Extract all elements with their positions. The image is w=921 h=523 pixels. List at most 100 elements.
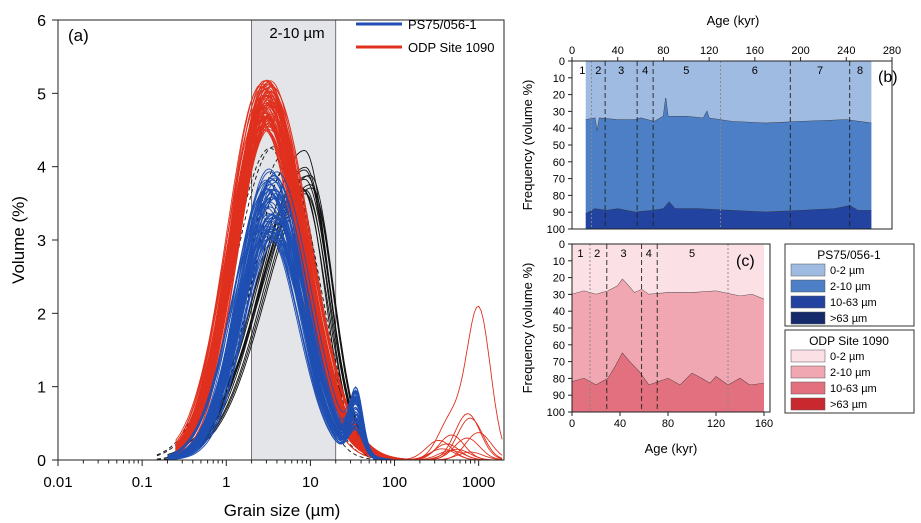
y-tick-label: 20	[553, 90, 565, 102]
ps75-curve	[167, 189, 391, 461]
y-tick-label: 70	[553, 357, 565, 369]
panel-c-xlabel: Age (kyr)	[645, 441, 698, 456]
stage-number: 3	[621, 248, 627, 260]
legend-odp-swatch	[790, 397, 826, 411]
ps75-curve	[167, 193, 391, 461]
legend-odp-label: >63 µm	[830, 399, 867, 411]
legend-label-odp: ODP Site 1090	[408, 40, 494, 55]
y-tick-label: 1	[37, 380, 46, 397]
panel-a-ylabel: Volume (%)	[9, 196, 28, 284]
panel-b-top-axis-label: Age (kyr)	[707, 13, 760, 28]
y-tick-label: 90	[553, 390, 565, 402]
y-tick-label: 10	[553, 73, 565, 85]
y-tick-label: 80	[553, 190, 565, 202]
area-layer	[572, 244, 764, 300]
area-layer	[572, 353, 764, 412]
x-tick-label: 120	[707, 418, 725, 430]
stage-number: 7	[817, 65, 823, 77]
y-tick-label: 20	[553, 273, 565, 285]
y-tick-label: 3	[37, 233, 46, 250]
x-tick-label: 1000	[462, 474, 495, 491]
ps75-curve	[167, 239, 391, 461]
y-tick-label: 30	[553, 289, 565, 301]
y-tick-label: 40	[553, 306, 565, 318]
legend-box-ps75-items: 0-2 µm 2-10 µm 10-63 µm >63 µm	[790, 263, 877, 325]
x-tick-label: 200	[791, 45, 809, 57]
legend-box-odp-items: 0-2 µm 2-10 µm 10-63 µm >63 µm	[790, 349, 877, 411]
legend-box-ps75-title: PS75/056-1	[817, 248, 881, 262]
area-layer	[585, 202, 872, 229]
legend-odp-label: 2-10 µm	[830, 367, 871, 379]
panel-c-stacked-areas	[571, 244, 765, 412]
y-tick-label: 80	[553, 373, 565, 385]
y-tick-label: 0	[37, 453, 46, 470]
x-tick-label: 100	[382, 474, 407, 491]
panel-b-label: (b)	[878, 69, 898, 86]
y-tick-label: 2	[37, 306, 46, 323]
panel-c-stage-boundaries	[589, 244, 729, 412]
stage-number: 1	[577, 248, 583, 260]
x-tick-label: 160	[746, 45, 764, 57]
ps75-curve	[167, 181, 391, 461]
y-tick-label: 6	[37, 13, 46, 30]
y-tick-label: 90	[553, 207, 565, 219]
y-tick-label: 0	[559, 239, 565, 251]
x-tick-label: 1	[222, 474, 230, 491]
stage-number: 1	[579, 65, 585, 77]
x-tick-label: 0	[569, 45, 575, 57]
legend-odp-swatch	[790, 365, 826, 379]
panel-a-axes: 0.01 0.1 1 10 100 1000 0 1 2 3 4 5 6	[37, 13, 495, 491]
legend-box-odp-title: ODP Site 1090	[809, 334, 889, 348]
x-tick-label: 120	[700, 45, 718, 57]
panel-b-axes: 0 10 20 30 40 50 60 70 80 90 100 0 40 80 120 160 200 240 2…	[547, 45, 902, 236]
stage-number: 5	[689, 248, 695, 260]
legend-odp-swatch	[790, 381, 826, 395]
x-tick-label: 40	[614, 418, 626, 430]
y-tick-label: 60	[553, 340, 565, 352]
panel-a-legend: PS75/056-1 ODP Site 1090	[356, 17, 494, 55]
panel-a: 0.01 0.1 1 10 100 1000 0 1 2 3 4 5 6 (a) Grain size …	[9, 13, 505, 520]
y-tick-label: 50	[553, 323, 565, 335]
x-tick-label: 160	[755, 418, 773, 430]
layer-legend: PS75/056-1 0-2 µm 2-10 µm 10-63 µm >63 µm O…	[784, 243, 915, 414]
stage-number: 2	[594, 248, 600, 260]
area-layer	[585, 98, 872, 214]
stage-number: 3	[618, 65, 624, 77]
ps75-curve	[167, 226, 391, 461]
stage-number: 6	[752, 65, 758, 77]
legend-ps75-label: 0-2 µm	[830, 265, 864, 277]
y-tick-label: 4	[37, 160, 46, 177]
ps75-curve	[167, 181, 391, 460]
legend-odp-label: 10-63 µm	[830, 383, 877, 395]
ps75-curve	[167, 225, 391, 461]
panel-a-xlabel: Grain size (µm)	[224, 501, 341, 520]
ps75-curve	[167, 214, 391, 461]
legend-ps75-swatch	[790, 311, 826, 325]
legend-ps75-swatch	[790, 295, 826, 309]
area-layer	[585, 61, 872, 132]
panel-c-axes: 0 10 20 30 40 50 60 70 80 90 100 0 40 80 120 160	[547, 239, 774, 430]
y-tick-label: 70	[553, 174, 565, 186]
panel-b-stage-boundaries	[590, 61, 851, 229]
x-tick-label: 0.1	[132, 474, 153, 491]
area-layer	[572, 279, 764, 386]
x-tick-label: 280	[883, 45, 901, 57]
y-tick-label: 30	[553, 106, 565, 118]
y-tick-label: 40	[553, 123, 565, 135]
stage-number: 4	[646, 248, 652, 260]
legend-ps75-label: 2-10 µm	[830, 281, 871, 293]
y-tick-label: 100	[547, 224, 565, 236]
stage-number: 2	[595, 65, 601, 77]
stage-number: 8	[857, 65, 863, 77]
x-tick-label: 40	[612, 45, 624, 57]
ps75-curve	[167, 171, 391, 460]
x-tick-label: 240	[837, 45, 855, 57]
x-tick-label: 80	[657, 45, 669, 57]
stage-number: 4	[642, 65, 648, 77]
panel-c-ylabel: Frequency (volume %)	[520, 263, 535, 394]
legend-odp-swatch	[790, 349, 826, 363]
